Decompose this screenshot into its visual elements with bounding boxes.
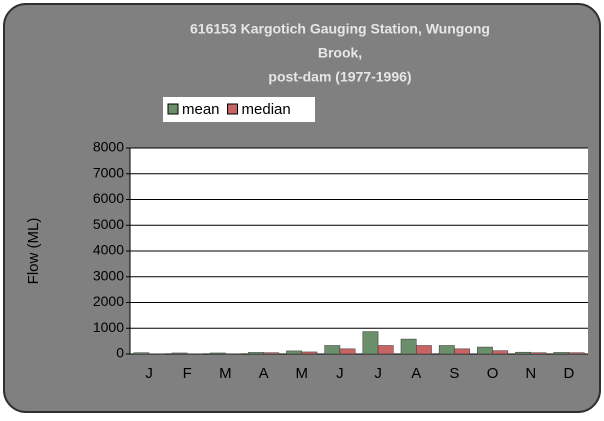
chart-title: Brook, — [318, 45, 362, 61]
x-tick-label: D — [563, 365, 574, 382]
chart-title: post-dam (1977-1996) — [268, 69, 411, 85]
x-tick-label: S — [449, 365, 459, 382]
y-axis-label: Flow (ML) — [25, 218, 42, 285]
x-tick-label: N — [525, 365, 536, 382]
x-tick-label: A — [259, 365, 269, 382]
legend-swatch — [228, 104, 238, 114]
x-tick-label: A — [411, 365, 421, 382]
y-tick-label: 2000 — [93, 293, 124, 309]
x-tick-label: J — [374, 365, 382, 382]
y-tick-label: 5000 — [93, 216, 124, 232]
bar — [286, 351, 301, 354]
bar — [401, 339, 416, 354]
x-tick-label: M — [219, 365, 232, 382]
bar — [248, 352, 263, 354]
bar — [439, 346, 454, 354]
x-tick-label: M — [296, 365, 309, 382]
bar — [172, 353, 187, 354]
x-tick-label: J — [145, 365, 153, 382]
bar — [454, 349, 469, 354]
bar — [134, 353, 149, 354]
x-tick-label: J — [336, 365, 344, 382]
y-tick-label: 7000 — [93, 164, 124, 180]
y-tick-label: 8000 — [93, 139, 124, 155]
bar — [569, 353, 584, 354]
y-tick-label: 1000 — [93, 319, 124, 335]
y-tick-label: 0 — [116, 345, 124, 361]
legend-label: mean — [182, 101, 220, 118]
legend-label: median — [242, 101, 291, 118]
bar — [264, 353, 279, 354]
legend-swatch — [168, 104, 178, 114]
bar — [515, 352, 530, 354]
bar — [302, 352, 317, 354]
bar — [493, 351, 508, 354]
y-tick-label: 6000 — [93, 190, 124, 206]
bar — [378, 346, 393, 354]
bar — [340, 349, 355, 354]
bar — [325, 346, 340, 354]
bar — [477, 347, 492, 354]
chart-title: 616153 Kargotich Gauging Station, Wungon… — [190, 21, 490, 37]
bar — [554, 352, 569, 354]
x-tick-label: F — [183, 365, 192, 382]
bar — [210, 353, 225, 354]
bar — [531, 353, 546, 354]
y-tick-label: 4000 — [93, 242, 124, 258]
bar — [363, 332, 378, 354]
bar — [416, 346, 431, 354]
y-tick-label: 3000 — [93, 267, 124, 283]
x-tick-label: O — [487, 365, 499, 382]
